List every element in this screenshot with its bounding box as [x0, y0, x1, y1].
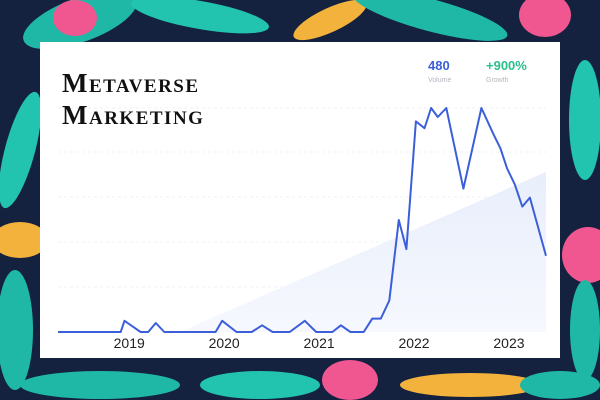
stat-label: Volume	[428, 77, 451, 84]
x-tick-label: 2023	[493, 335, 524, 351]
title-line: Metaverse	[62, 68, 200, 98]
line	[58, 107, 547, 333]
shade	[180, 172, 546, 332]
stat-value: +900%	[486, 58, 527, 73]
stat-label: Growth	[486, 77, 509, 84]
x-tick-label: 2019	[114, 335, 145, 351]
title-line: Marketing	[62, 100, 204, 130]
x-tick-label: 2022	[398, 335, 429, 351]
x-tick-label: 2021	[304, 335, 335, 351]
stat-value: 480	[428, 58, 450, 73]
x-tick-label: 2020	[209, 335, 240, 351]
